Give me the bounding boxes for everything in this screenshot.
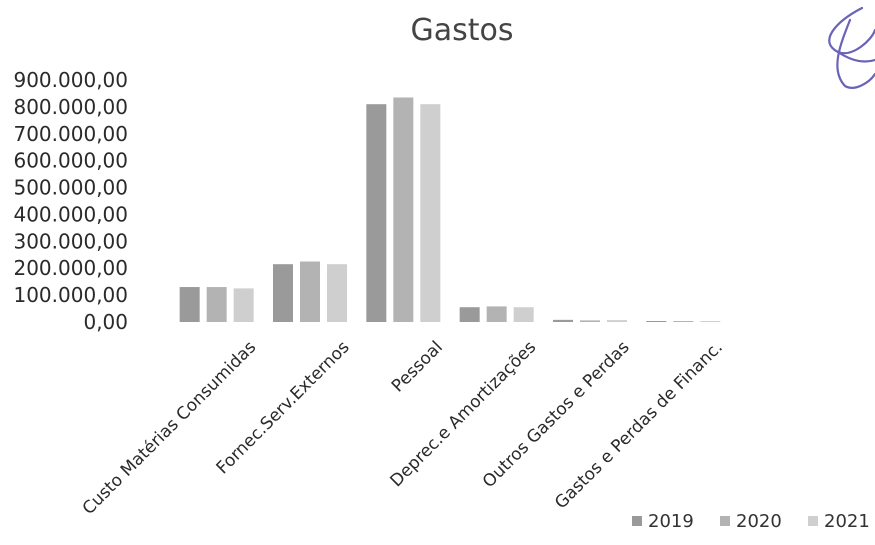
y-tick-label: 700.000,00 (13, 122, 128, 146)
bar-2019-2 (273, 264, 293, 322)
x-tick-label: Gastos e Perdas de Financ. (551, 337, 727, 513)
bar-2020-5 (580, 320, 600, 322)
bar-2020-6 (673, 321, 694, 322)
bar-2020-3 (393, 97, 414, 322)
x-tick-label: Pessoal (388, 337, 447, 396)
y-tick-label: 100.000,00 (13, 283, 128, 307)
bars (179, 97, 721, 322)
bar-2019-3 (366, 104, 387, 322)
y-tick-label: 500.000,00 (13, 176, 128, 200)
bar-2021-2 (327, 264, 347, 322)
y-tick-label: 200.000,00 (13, 256, 128, 280)
bar-2019-5 (553, 319, 573, 322)
x-axis: Custo Matérias ConsumidasFornec.Serv.Ext… (79, 337, 727, 519)
chart-title: Gastos (410, 13, 513, 48)
legend-swatch-2019 (632, 516, 642, 526)
bar-2021-6 (700, 321, 721, 322)
bar-2019-1 (179, 287, 200, 322)
legend-label: 2020 (736, 511, 782, 532)
bar-2021-4 (513, 307, 534, 322)
y-tick-label: 300.000,00 (13, 229, 128, 253)
y-axis: 0,00 100.000,00 200.000,00 300.000,00 400.00… (13, 68, 128, 334)
bar-2019-6 (646, 321, 667, 322)
legend-swatch-2021 (808, 516, 818, 526)
bar-2021-5 (607, 320, 627, 322)
bar-2020-4 (486, 306, 507, 322)
legend-swatch-2020 (720, 516, 730, 526)
x-tick-label: Custo Matérias Consumidas (79, 337, 261, 519)
bar-2021-3 (420, 104, 441, 322)
y-tick-label: 800.000,00 (13, 95, 128, 119)
y-tick-label: 900.000,00 (13, 68, 128, 92)
y-tick-label: 600.000,00 (13, 149, 128, 173)
bar-2019-4 (459, 307, 480, 322)
bar-2020-2 (300, 261, 320, 322)
signature-mark (828, 6, 875, 89)
legend: 2019 2020 2021 (632, 511, 870, 532)
bar-2021-1 (233, 288, 254, 322)
legend-label: 2021 (824, 511, 870, 532)
legend-label: 2019 (648, 511, 694, 532)
y-tick-label: 400.000,00 (13, 202, 128, 226)
y-tick-label: 0,00 (83, 310, 128, 334)
bar-2020-1 (206, 287, 227, 322)
